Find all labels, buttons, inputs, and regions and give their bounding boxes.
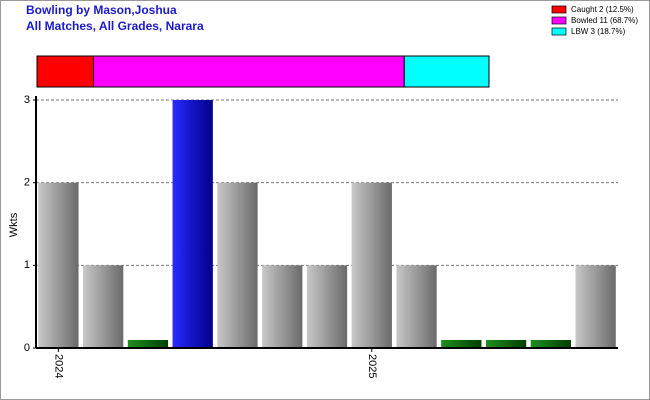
chart-subtitle: All Matches, All Grades, Narara (26, 19, 204, 33)
dismissal-segment (403, 55, 490, 88)
dismissal-segment (36, 55, 94, 88)
legend-swatch (551, 5, 567, 14)
bar (262, 265, 303, 347)
y-tick-label: 0 (24, 342, 30, 354)
legend-label: LBW 3 (18.7%) (571, 27, 626, 36)
legend-swatch (551, 27, 567, 36)
bar (306, 265, 348, 347)
bar (530, 340, 571, 347)
y-tick-label: 2 (24, 177, 30, 189)
bar (172, 100, 213, 347)
y-tick-label: 3 (24, 94, 30, 106)
legend-swatch (551, 16, 567, 25)
bar (441, 340, 482, 347)
x-tick-label: 2024 (52, 354, 64, 378)
bar (575, 265, 616, 347)
bar (485, 340, 527, 347)
bar (217, 182, 258, 347)
legend-label: Bowled 11 (68.7%) (571, 16, 638, 25)
bar (396, 265, 437, 347)
bar (83, 265, 124, 347)
dismissal-segment (93, 55, 405, 88)
chart-title: Bowling by Mason,Joshua (26, 3, 177, 17)
y-tick-label: 1 (24, 259, 30, 271)
bar (351, 182, 392, 347)
y-axis-label: Wkts (8, 212, 20, 237)
x-tick-label: 2025 (366, 354, 378, 378)
bar (127, 340, 169, 347)
bar (38, 182, 79, 347)
legend-label: Caught 2 (12.5%) (571, 5, 634, 14)
